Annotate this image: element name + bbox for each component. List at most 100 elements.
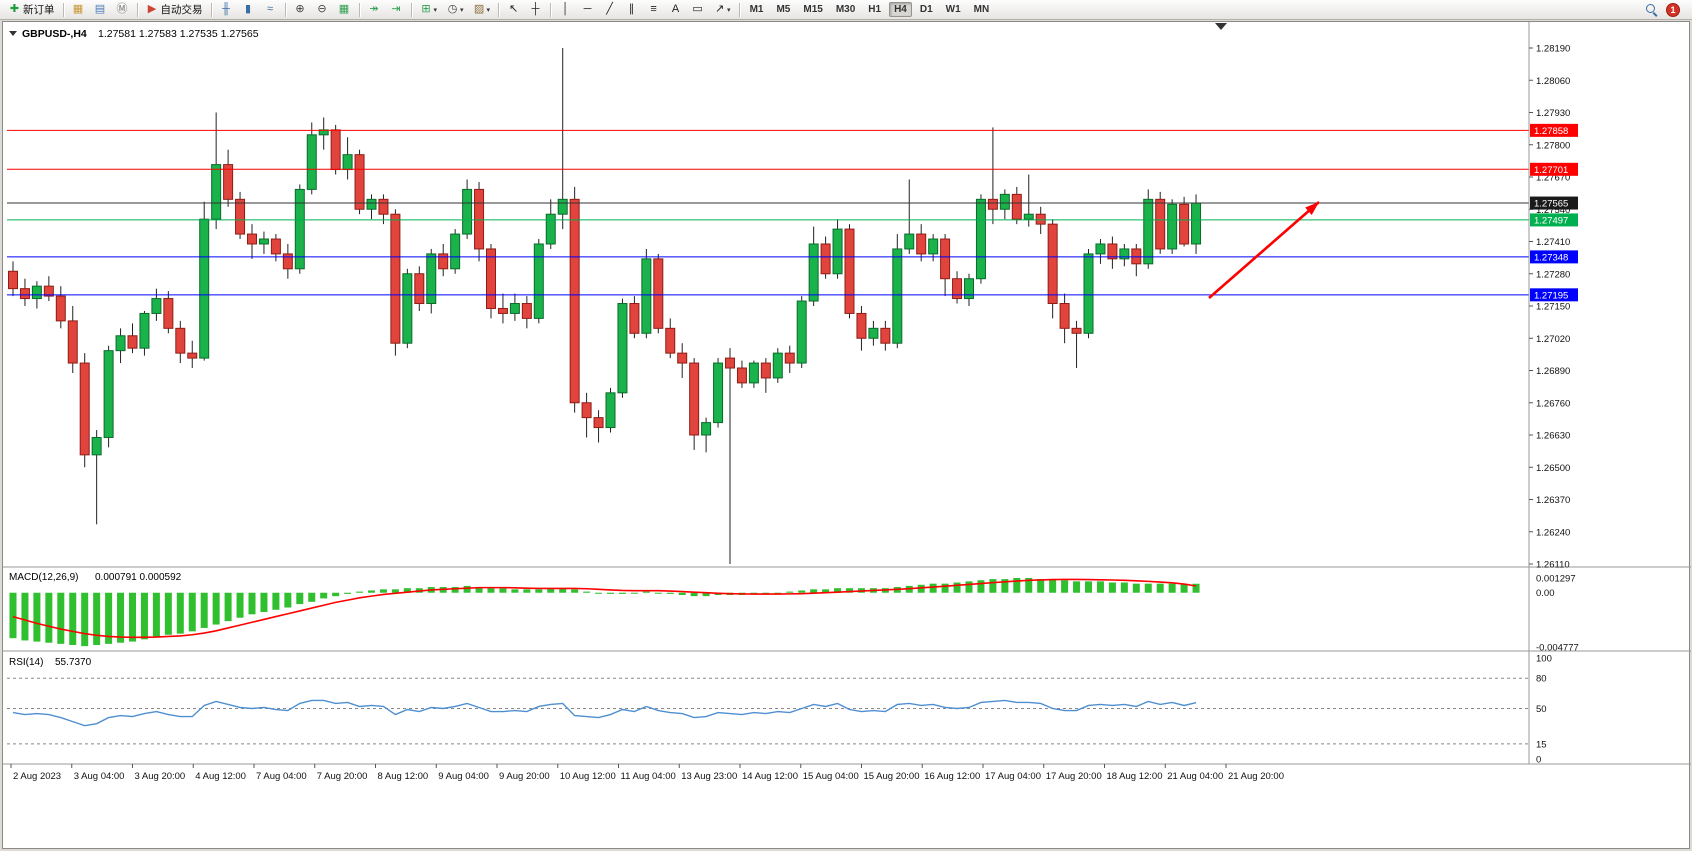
arrows-button[interactable]: ↗ ▾ bbox=[709, 1, 735, 19]
time-axis[interactable]: 2 Aug 2023 3 Aug 04:00 3 Aug 20:00 4 Aug 12… bbox=[10, 764, 1284, 782]
auto-scroll-button[interactable]: ↠ bbox=[364, 1, 385, 19]
tile-windows-icon: ▦ bbox=[338, 3, 350, 15]
new-chart-icon: ▦ bbox=[72, 3, 84, 15]
price-tick-label: 1.27670 bbox=[1536, 173, 1570, 184]
price-tick-label: 1.26110 bbox=[1536, 560, 1570, 571]
tile-windows-button[interactable]: ▦ bbox=[334, 1, 355, 19]
market-watch-button[interactable]: Ⓜ bbox=[112, 1, 133, 19]
toolbar-separator bbox=[498, 2, 500, 17]
time-label: 17 Aug 20:00 bbox=[1046, 771, 1102, 782]
text-button[interactable]: A bbox=[665, 1, 686, 19]
price-axis[interactable]: 1.28190 1.28060 1.27930 1.27800 1.27670 1.275… bbox=[1529, 44, 1570, 571]
text-label-button[interactable]: ▭ bbox=[687, 1, 708, 19]
timeframe-m30-button[interactable]: M30 bbox=[835, 4, 856, 15]
timeframe-w1-button[interactable]: W1 bbox=[945, 4, 961, 15]
chart-window: 1.28190 1.28060 1.27930 1.27800 1.27670 1.275… bbox=[2, 21, 1691, 850]
candlestick-chart-icon: ▮ bbox=[244, 3, 252, 15]
price-level-label: 1.27497 bbox=[1534, 215, 1568, 226]
time-label: 18 Aug 12:00 bbox=[1107, 771, 1163, 782]
market-watch-icon: Ⓜ bbox=[116, 3, 128, 15]
auto-trading-button-label: 自动交易 bbox=[160, 4, 203, 16]
price-level-label: 1.27348 bbox=[1534, 252, 1568, 263]
timeframe-h1-button[interactable]: H1 bbox=[868, 4, 882, 15]
horizontal-line-button[interactable]: ─ bbox=[577, 1, 598, 19]
timeframe-d1-button[interactable]: D1 bbox=[919, 4, 933, 15]
price-tick-label: 1.28190 bbox=[1536, 44, 1570, 55]
price-level-box bbox=[1530, 250, 1578, 264]
chart-shift-button[interactable]: ⇥ bbox=[386, 1, 407, 19]
price-level-box bbox=[1530, 288, 1578, 302]
cursor-button[interactable]: ↖ bbox=[503, 1, 524, 19]
templates-button[interactable]: ▨ ▾ bbox=[469, 1, 495, 19]
trendline-button[interactable]: ╱ bbox=[599, 1, 620, 19]
auto-trading-button[interactable]: ▶ 自动交易 bbox=[142, 1, 207, 19]
price-level-box bbox=[1530, 196, 1578, 210]
text-icon: A bbox=[671, 3, 680, 15]
chart-shift-icon: ⇥ bbox=[391, 3, 401, 15]
toolbar-separator bbox=[738, 2, 740, 17]
price-tick-label: 1.26630 bbox=[1536, 431, 1570, 442]
search-icon[interactable] bbox=[1645, 3, 1658, 16]
indicators-button[interactable]: ⊞ ▾ bbox=[416, 1, 442, 19]
zoom-in-button[interactable]: ⊕ bbox=[290, 1, 311, 19]
price-tick-label: 1.27410 bbox=[1536, 237, 1570, 248]
zoom-out-button[interactable]: ⊖ bbox=[312, 1, 333, 19]
price-level-box bbox=[1530, 162, 1578, 176]
candles bbox=[8, 48, 1202, 564]
time-label: 16 Aug 12:00 bbox=[924, 771, 980, 782]
macd-signal-line bbox=[12, 578, 1197, 639]
fibonacci-button[interactable]: ≡ bbox=[643, 1, 664, 19]
auto-trading-icon: ▶ bbox=[147, 3, 157, 15]
time-label: 3 Aug 04:00 bbox=[74, 771, 125, 782]
time-label: 7 Aug 20:00 bbox=[317, 771, 368, 782]
timeframe-m15-button[interactable]: M15 bbox=[803, 4, 823, 15]
price-tick-label: 1.27280 bbox=[1536, 269, 1570, 280]
trend-arrow[interactable] bbox=[1208, 201, 1320, 299]
time-label: 15 Aug 20:00 bbox=[864, 771, 920, 782]
timeframe-m1-button[interactable]: M1 bbox=[749, 4, 764, 15]
periods-button[interactable]: ◷ ▾ bbox=[442, 1, 468, 19]
time-label: 15 Aug 04:00 bbox=[803, 771, 859, 782]
timeframe-h4-button[interactable]: H4 bbox=[889, 2, 912, 17]
timeframe-m5-button[interactable]: M5 bbox=[776, 4, 791, 15]
toolbar-separator bbox=[550, 2, 552, 17]
time-label: 8 Aug 12:00 bbox=[378, 771, 429, 782]
time-label: 4 Aug 12:00 bbox=[195, 771, 246, 782]
channel-button[interactable]: ∥ bbox=[621, 1, 642, 19]
price-level-label: 1.27701 bbox=[1534, 165, 1568, 176]
new-order-button-label: 新订单 bbox=[23, 4, 55, 16]
rsi-axis-label: 0 bbox=[1536, 755, 1541, 766]
zoom-out-icon: ⊖ bbox=[317, 3, 327, 15]
channel-icon: ∥ bbox=[628, 3, 635, 15]
time-label: 10 Aug 12:00 bbox=[560, 771, 616, 782]
crosshair-button[interactable]: ┼ bbox=[525, 1, 546, 19]
new-order-icon: ✚ bbox=[9, 3, 20, 15]
profiles-button[interactable]: ▤ bbox=[90, 1, 111, 19]
time-label: 13 Aug 23:00 bbox=[681, 771, 737, 782]
time-label: 21 Aug 04:00 bbox=[1167, 771, 1223, 782]
rsi-axis-label: 100 bbox=[1536, 654, 1552, 665]
templates-icon: ▨ bbox=[473, 3, 485, 15]
auto-scroll-icon: ↠ bbox=[369, 3, 379, 15]
candlestick-chart-button[interactable]: ▮ bbox=[238, 1, 259, 19]
price-tick-label: 1.26500 bbox=[1536, 463, 1570, 474]
periods-icon: ◷ bbox=[447, 3, 458, 15]
new-chart-button[interactable]: ▦ bbox=[68, 1, 89, 19]
rsi-axis-label: 80 bbox=[1536, 674, 1547, 685]
profiles-icon: ▤ bbox=[94, 3, 106, 15]
line-chart-button[interactable]: ≈ bbox=[260, 1, 281, 19]
vertical-line-button[interactable]: │ bbox=[555, 1, 576, 19]
zoom-in-icon: ⊕ bbox=[295, 3, 305, 15]
price-chart[interactable]: 1.28190 1.28060 1.27930 1.27800 1.27670 1.275… bbox=[3, 22, 1691, 850]
indicators-icon: ⊞ bbox=[421, 3, 431, 15]
vertical-line-icon: │ bbox=[562, 3, 569, 15]
timeframe-mn-button[interactable]: MN bbox=[973, 4, 990, 15]
price-tick-label: 1.27540 bbox=[1536, 205, 1570, 216]
new-order-button[interactable]: ✚ 新订单 bbox=[4, 1, 59, 19]
cursor-icon: ↖ bbox=[508, 3, 519, 15]
notification-badge[interactable]: 1 bbox=[1666, 2, 1680, 17]
arrows-icon: ↗ bbox=[714, 3, 725, 15]
time-label: 17 Aug 04:00 bbox=[985, 771, 1041, 782]
toolbar: ✚ 新订单 ▦ ▤ Ⓜ ▶ 自动交易 ╫ ▮ ≈ ⊕ ⊖ ▦ ↠ ⇥ ⊞ ▾ ◷ ▾ ▨ ▾ ↖ ┼ │ ─ ╱ ∥ ≡ A ▭ ↗ ▾ M1 M… bbox=[0, 0, 1692, 20]
bar-chart-button[interactable]: ╫ bbox=[216, 1, 237, 19]
